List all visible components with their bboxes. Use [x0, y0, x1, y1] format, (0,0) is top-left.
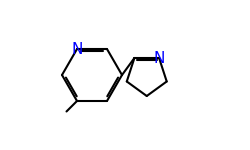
- Text: N: N: [154, 51, 165, 66]
- Text: N: N: [71, 42, 83, 57]
